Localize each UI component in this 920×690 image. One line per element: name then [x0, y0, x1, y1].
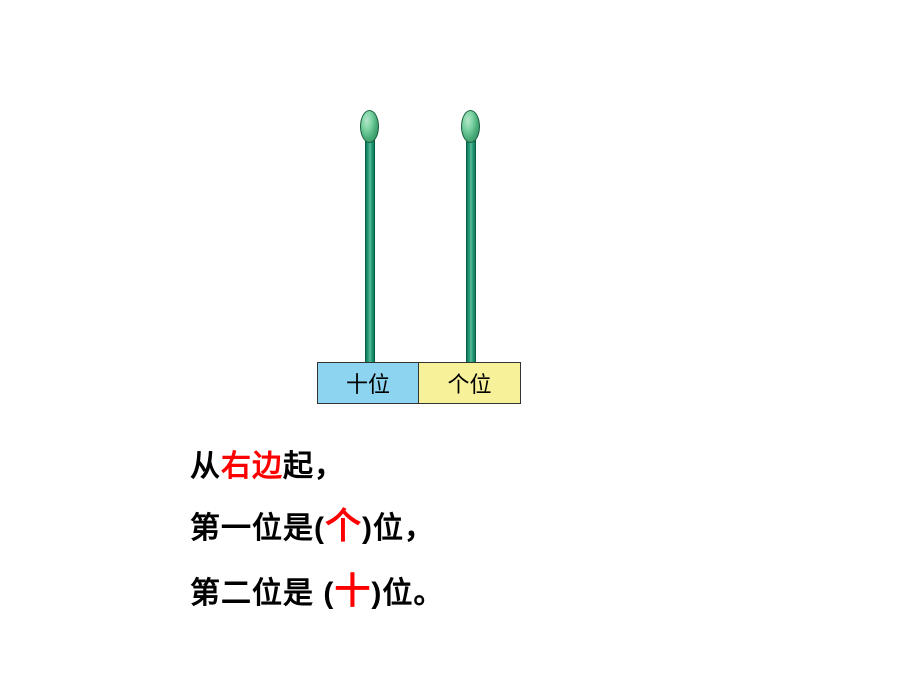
bead-ones [461, 110, 480, 143]
text-line-3: 第二位是 (十)位。 [190, 559, 444, 624]
bead-tens [360, 110, 379, 143]
text-line-2: 第一位是(个)位， [190, 494, 444, 559]
line3-post: )位。 [371, 577, 444, 610]
line2-post: )位， [362, 512, 435, 545]
explanation-text: 从右边起， 第一位是(个)位， 第二位是 (十)位。 [190, 440, 444, 624]
line1-post: 起， [283, 450, 345, 483]
line1-pre: 从 [190, 450, 221, 483]
line2-pre: 第一位是( [190, 512, 325, 545]
line3-pre: 第二位是 ( [190, 577, 334, 610]
line1-highlight: 右边 [221, 450, 283, 483]
abacus-base: 十位 个位 [317, 362, 521, 404]
line3-highlight: 十 [334, 570, 371, 611]
cell-ones: 个位 [419, 362, 521, 404]
line2-highlight: 个 [325, 505, 362, 546]
rod-tens [365, 130, 375, 365]
text-line-1: 从右边起， [190, 440, 444, 494]
rod-ones [466, 130, 476, 365]
cell-tens: 十位 [317, 362, 419, 404]
